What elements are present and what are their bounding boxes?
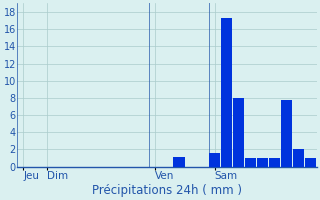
Bar [305, 158, 316, 167]
Bar [245, 158, 256, 167]
Bar [293, 149, 304, 167]
Bar [281, 100, 292, 167]
X-axis label: Précipitations 24h ( mm ): Précipitations 24h ( mm ) [92, 184, 242, 197]
Bar [173, 157, 185, 167]
Bar [233, 98, 244, 167]
Bar [221, 18, 232, 167]
Bar [257, 158, 268, 167]
Bar [269, 158, 280, 167]
Bar [209, 153, 220, 167]
